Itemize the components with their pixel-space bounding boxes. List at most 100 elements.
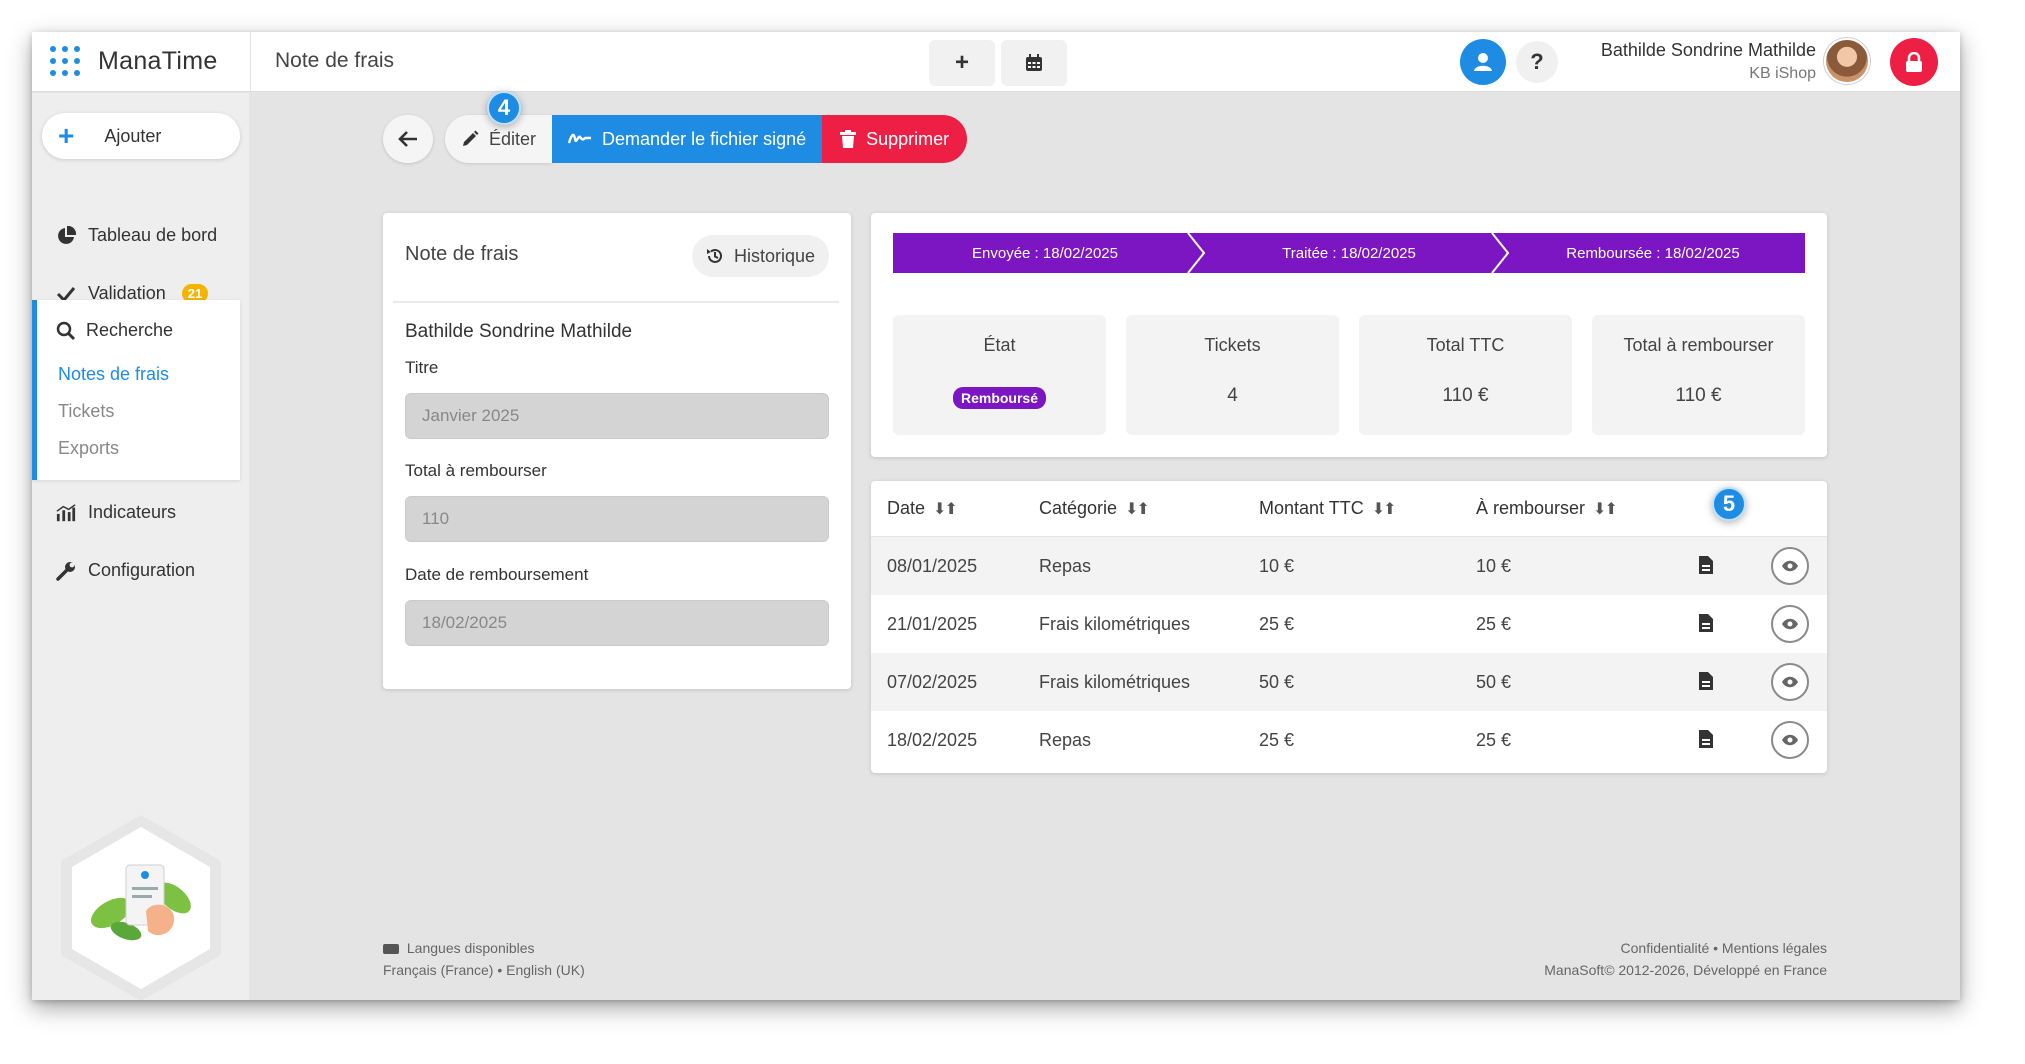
tickets-table: Date ⬇⬆ Catégorie ⬇⬆ Montant TTC ⬇⬆ À re… [871, 481, 1827, 773]
sort-arrows-icon[interactable]: ⬇⬆ [1371, 500, 1397, 518]
stat-state: État Remboursé [893, 315, 1106, 435]
document-icon[interactable] [1699, 672, 1713, 690]
add-button[interactable]: + Ajouter [42, 113, 240, 159]
help-button[interactable]: ? [1516, 41, 1558, 83]
document-icon[interactable] [1699, 614, 1713, 632]
sort-arrows-icon[interactable]: ⬇⬆ [1125, 500, 1150, 518]
cell-category: Frais kilométriques [1039, 614, 1191, 634]
cell-category: Frais kilométriques [1039, 672, 1191, 692]
account-button[interactable] [1460, 39, 1506, 85]
stat-tickets: Tickets 4 [1126, 315, 1339, 435]
cell-date: 18/02/2025 [887, 730, 978, 750]
user-info[interactable]: Bathilde Sondrine Mathilde KB iShop [1601, 40, 1816, 83]
cell-amount: 25 € [1259, 614, 1295, 634]
avatar[interactable] [1824, 38, 1870, 84]
copyright: ManaSoft© 2012-2026, Développé en France [1544, 962, 1827, 978]
sidebar-item-search[interactable]: Recherche [56, 320, 173, 341]
column-label: À rembourser [1476, 498, 1586, 518]
top-header: ManaTime Note de frais + ? Bathilde Sond… [32, 32, 1960, 92]
sidebar-item-dashboard[interactable]: Tableau de bord [56, 225, 217, 246]
sidebar-item-label: Configuration [88, 560, 196, 580]
sidebar-item-validation[interactable]: Validation 21 [56, 283, 209, 304]
sort-arrows-icon[interactable]: ⬇⬆ [933, 500, 958, 518]
languages-list[interactable]: Français (France) • English (UK) [383, 962, 585, 978]
lock-icon [1906, 52, 1922, 72]
apps-grid-icon[interactable] [48, 44, 82, 78]
bar-chart-icon [56, 503, 76, 521]
view-button[interactable] [1771, 547, 1809, 585]
pie-chart-icon [58, 225, 76, 244]
view-button[interactable] [1771, 605, 1809, 643]
logout-button[interactable] [1890, 38, 1938, 86]
sidebar-illustration [56, 813, 226, 1000]
step-chevron-icon [1491, 233, 1510, 273]
sidebar-item-indicators[interactable]: Indicateurs [56, 502, 176, 523]
document-icon[interactable] [1699, 556, 1713, 574]
request-signed-file-button[interactable]: Demander le fichier signé [552, 115, 823, 163]
stat-label: Tickets [1204, 335, 1261, 355]
stat-label: État [983, 335, 1016, 355]
edit-button-label: Éditer [489, 128, 537, 149]
column-header-date[interactable]: Date ⬇⬆ [887, 498, 958, 519]
view-button[interactable] [1771, 721, 1809, 759]
legal-links[interactable]: Confidentialité • Mentions légales [1620, 940, 1827, 956]
sidebar-subitem-exports[interactable]: Exports [58, 438, 120, 458]
languages-title: Langues disponibles [406, 940, 535, 956]
check-icon [56, 286, 76, 302]
cell-date: 21/01/2025 [887, 614, 978, 634]
column-label: Catégorie [1039, 498, 1118, 518]
status-badge: Remboursé [952, 387, 1047, 409]
total-refund-label: Total à rembourser [405, 461, 547, 480]
user-name: Bathilde Sondrine Mathilde [1600, 40, 1816, 60]
column-header-amount[interactable]: Montant TTC ⬇⬆ [1259, 498, 1397, 519]
refund-date-label: Date de remboursement [405, 565, 589, 584]
view-button[interactable] [1771, 663, 1809, 701]
main-content: Éditer Demander le fichier signé Supprim… [249, 91, 1960, 1000]
sidebar-item-label: Recherche [86, 320, 174, 340]
calendar-icon [1026, 54, 1042, 71]
step-refunded: Remboursée : 18/02/2025 [1501, 233, 1805, 273]
table-row: 07/02/2025 Frais kilométriques 50 € 50 € [871, 653, 1827, 711]
cell-refund: 25 € [1476, 730, 1512, 750]
wrench-icon [56, 561, 75, 581]
table-header: Date ⬇⬆ Catégorie ⬇⬆ Montant TTC ⬇⬆ À re… [871, 481, 1827, 537]
tutorial-marker-4: 4 [487, 91, 521, 125]
cell-date: 08/01/2025 [887, 556, 978, 576]
help-icon: ? [1530, 49, 1544, 74]
arrow-left-icon [398, 131, 417, 147]
history-button[interactable]: Historique [691, 235, 829, 277]
footer-languages: Langues disponibles Français (France) • … [383, 937, 585, 981]
validation-count-badge: 21 [181, 284, 209, 303]
stat-to-refund: Total à rembourser 110 € [1592, 315, 1805, 435]
document-icon[interactable] [1699, 730, 1713, 748]
column-header-refund[interactable]: À rembourser ⬇⬆ [1476, 498, 1618, 519]
request-signed-file-label: Demander le fichier signé [602, 128, 807, 149]
column-label: Date [887, 498, 926, 518]
title-label: Titre [405, 358, 439, 377]
sidebar: + Ajouter Tableau de bord Validation 21 … [32, 93, 249, 1000]
stat-total-ttc: Total TTC 110 € [1359, 315, 1572, 435]
stat-label: Total à rembourser [1623, 335, 1774, 355]
table-row: 08/01/2025 Repas 10 € 10 € [871, 537, 1827, 595]
sidebar-subitem-tickets[interactable]: Tickets [58, 401, 115, 421]
delete-button-label: Supprimer [866, 128, 950, 149]
quick-add-button[interactable]: + [929, 40, 995, 86]
delete-button[interactable]: Supprimer [822, 115, 968, 163]
sort-arrows-icon[interactable]: ⬇⬆ [1593, 500, 1618, 518]
refund-date-field: 18/02/2025 [405, 600, 829, 646]
cell-amount: 25 € [1259, 730, 1295, 750]
sidebar-subitem-expense-reports[interactable]: Notes de frais [58, 364, 170, 384]
brand[interactable]: ManaTime [48, 44, 218, 78]
add-button-label: Ajouter [104, 125, 162, 146]
sidebar-item-configuration[interactable]: Configuration [56, 560, 195, 581]
stat-value: 4 [1227, 385, 1238, 406]
sidebar-item-label: Tableau de bord [88, 225, 218, 245]
pencil-icon [463, 130, 479, 146]
calendar-button[interactable] [1001, 40, 1067, 86]
step-sent: Envoyée : 18/02/2025 [893, 233, 1197, 273]
cell-amount: 10 € [1259, 556, 1295, 576]
column-header-category[interactable]: Catégorie ⬇⬆ [1039, 498, 1150, 519]
back-button[interactable] [383, 115, 433, 163]
cell-category: Repas [1039, 730, 1092, 750]
cell-amount: 50 € [1259, 672, 1295, 692]
